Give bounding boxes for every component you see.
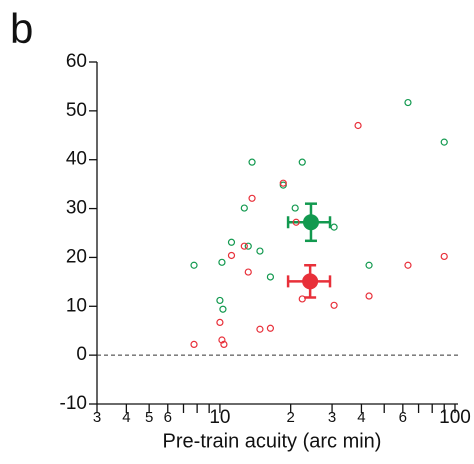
- data-point: [256, 247, 264, 255]
- panel-label: b: [10, 5, 33, 52]
- data-point: [248, 194, 256, 202]
- data-point: [279, 179, 287, 187]
- data-point: [365, 261, 373, 269]
- data-point: [190, 340, 198, 348]
- data-point: [216, 296, 224, 305]
- data-point: [240, 242, 248, 250]
- x-tick-label: 4: [357, 409, 365, 426]
- y-tick-label: 40: [66, 149, 87, 170]
- data-point: [365, 292, 373, 300]
- x-tick-label: 2: [287, 409, 295, 426]
- x-axis-label: Pre-train acuity (arc min): [163, 430, 382, 452]
- data-point: [440, 138, 448, 146]
- x-tick-label: 4: [122, 409, 130, 426]
- x-tick-label: 3: [328, 409, 336, 426]
- data-point: [298, 295, 306, 303]
- y-tick-label: 10: [66, 295, 87, 316]
- data-point: [266, 273, 275, 281]
- data-point: [244, 268, 252, 276]
- y-tick-label: 30: [66, 198, 87, 219]
- data-point: [354, 121, 362, 130]
- data-point: [218, 336, 226, 344]
- data-point: [440, 252, 448, 261]
- x-tick-label: 6: [399, 409, 407, 426]
- data-point: [330, 301, 338, 309]
- data-point: [266, 324, 275, 332]
- data-point: [227, 238, 236, 246]
- y-tick-label: 50: [66, 100, 87, 121]
- data-point: [216, 318, 224, 327]
- data-point: [292, 218, 300, 226]
- data-point: [240, 204, 248, 212]
- data-point: [404, 261, 412, 269]
- x-tick-label: 10: [209, 407, 230, 428]
- data-point: [190, 261, 198, 269]
- x-tick-label: 5: [145, 409, 153, 426]
- mean-point: [302, 273, 319, 290]
- data-point: [330, 223, 338, 231]
- data-point: [220, 340, 228, 348]
- data-point: [219, 305, 227, 313]
- data-point: [227, 251, 236, 260]
- y-tick-label: -10: [60, 393, 87, 414]
- y-tick-label: 20: [66, 246, 87, 267]
- data-point: [291, 204, 299, 212]
- x-tick-label: 3: [93, 409, 101, 426]
- y-tick-label: 0: [76, 344, 87, 365]
- data-point: [298, 158, 306, 166]
- mean-point: [302, 214, 319, 231]
- x-tick-label: 100: [439, 407, 471, 428]
- data-point: [218, 258, 226, 266]
- y-tick-label: 60: [66, 51, 87, 72]
- data-point: [248, 158, 256, 166]
- data-point: [404, 98, 412, 107]
- data-point: [244, 242, 252, 250]
- x-tick-label: 6: [164, 409, 172, 426]
- data-point: [256, 325, 264, 333]
